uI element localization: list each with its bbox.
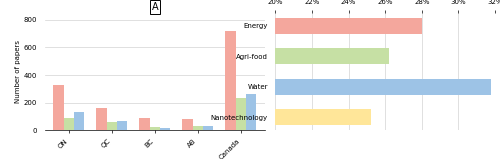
Bar bbox=[236, 98, 246, 130]
Bar bbox=[276, 79, 492, 95]
Bar bbox=[276, 109, 370, 125]
Bar bbox=[106, 122, 117, 130]
Bar bbox=[182, 119, 192, 130]
Bar bbox=[246, 94, 256, 130]
Bar bbox=[203, 126, 213, 130]
Bar bbox=[192, 126, 203, 130]
Bar bbox=[74, 112, 84, 130]
Bar bbox=[276, 48, 389, 64]
Bar bbox=[160, 128, 170, 130]
Title: A: A bbox=[152, 2, 158, 12]
Bar bbox=[226, 31, 235, 130]
Bar bbox=[276, 18, 422, 34]
Bar bbox=[150, 127, 160, 130]
Bar bbox=[53, 85, 64, 130]
Bar bbox=[117, 121, 127, 130]
Y-axis label: Number of papers: Number of papers bbox=[15, 40, 21, 103]
Bar bbox=[64, 118, 74, 130]
Legend: Energy, Agri-food, Water: Energy, Agri-food, Water bbox=[302, 16, 345, 39]
Bar bbox=[96, 107, 106, 130]
Bar bbox=[140, 118, 149, 130]
